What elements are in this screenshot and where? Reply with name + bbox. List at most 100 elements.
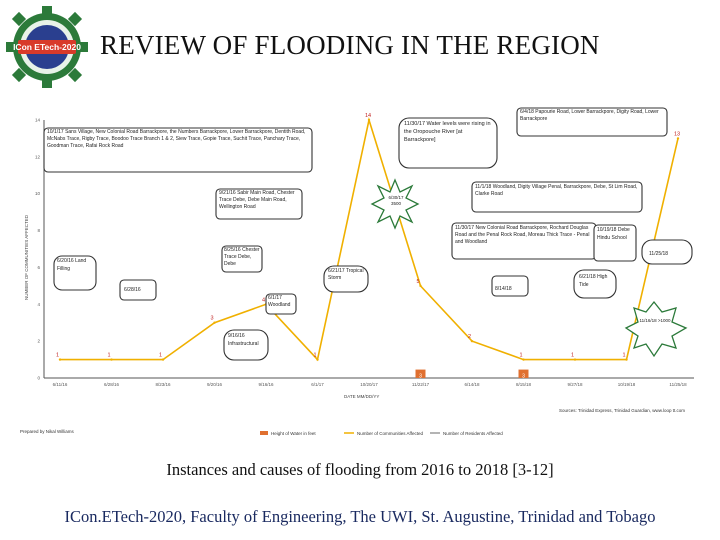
x-tick-label: 6/11/16 [53,382,68,387]
data-point [625,358,628,361]
x-tick-label: 9/16/16 [258,382,274,387]
callout-16-text: 11/25/18 [649,251,668,257]
data-point [316,358,319,361]
data-point [110,358,113,361]
data-label: 1 [571,353,574,359]
callout-6: 6/1/17 Woodland [265,293,297,315]
x-tick-label: 6/14/18 [464,382,480,387]
x-axis-title: DATE MM/DD/YY [344,394,379,399]
callout-10: 6/30/17 3500 [370,178,420,230]
water-height-bar [415,369,426,378]
x-tick-label: 10/20/17 [360,382,378,387]
y-tick-label: 4 [37,302,40,307]
callout-18: 11/16/18 >1000 [624,300,688,358]
callout-17-text: 6/21/18 High Tide [579,274,608,288]
data-point [419,284,422,288]
y-axis-title: NUMBER OF COMMUNITIES AFFECTED [24,214,29,300]
callout-3-text: 8/25/16 Chester Trace Debe, Debe [224,247,260,267]
x-tick-label: 11/22/17 [412,382,430,387]
data-label: 1 [520,353,523,359]
slide-title: REVIEW OF FLOODING IN THE REGION [100,30,600,60]
callout-9: 11/30/17 Water levels were rising in the… [398,117,498,169]
callout-11-text: 6/4/18 Papourie Road, Lower Barrackpore,… [520,109,659,122]
callout-5-text: 6/20/16 Land Filling [57,258,87,272]
callout-15: 10/19/18 Debe Hindu School [593,224,637,262]
callout-2: 9/21/16 Sabir Main Road, Chester Trace D… [215,188,303,220]
data-point [522,358,525,361]
y-tick-label: 0 [37,376,40,381]
data-point [676,137,680,140]
callout-4-text: 6/28/16 [124,287,141,293]
data-label: 3 [211,316,214,322]
callout-8: 6/21/17 Tropical Storm [323,265,369,293]
legend-label-2: Number of Residents Affected [443,431,503,436]
callout-1: 10/1/17 Sans Village, New Colonial Road … [43,127,313,173]
x-tick-label: 9/20/16 [207,382,223,387]
callout-7-text: 9/16/16 Infrastructural [228,333,259,347]
callout-9-text: 11/30/17 Water levels were rising in the… [404,121,491,143]
data-label: 1 [314,353,317,359]
data-label: 1 [108,353,111,359]
x-tick-label: 11/25/18 [669,382,687,387]
x-tick-label: 10/19/18 [618,382,636,387]
x-tick-label: 6/28/16 [104,382,120,387]
callout-11: 6/4/18 Papourie Road, Lower Barrackpore,… [516,107,668,137]
legend-swatch-0 [260,431,268,435]
callout-7: 9/16/16 Infrastructural [223,329,269,361]
data-label: 1 [159,353,162,359]
y-tick-label: 2 [37,339,40,344]
data-label: 4 [262,297,265,303]
callout-12-text: 11/1/18 Woodland, Digity Village Penal, … [475,184,638,197]
x-tick-label: 8/15/18 [516,382,532,387]
chart-credit: Prepared by Nikal Williams [20,429,75,434]
y-tick-label: 12 [35,154,41,159]
callout-17: 6/21/18 High Tide [573,269,617,299]
chart-source: Sources: Trinidad Express, Trinidad Guar… [559,408,685,413]
data-label: 5 [417,279,420,285]
callout-14-text: 8/14/18 [495,286,512,292]
callout-10-text: 6/30/17 3500 [388,195,404,207]
data-label: 2 [468,334,471,340]
flooding-chart: NUMBER OF COMMUNITIES AFFECTED DATE MM/D… [14,100,706,445]
data-label: 13 [674,131,680,137]
callout-4: 6/28/16 [119,279,157,301]
callout-16: 11/25/18 [641,239,693,265]
callout-13: 11/30/17 New Colonial Road Barrackpore, … [451,222,597,260]
callout-5: 6/20/16 Land Filling [53,255,97,291]
callout-18-text: 11/16/18 >1000 [639,318,671,323]
conference-footer: ICon.ETech-2020, Faculty of Engineering,… [64,507,656,526]
data-point [161,358,165,361]
legend-label-1: Number of Communities Affected [357,431,423,436]
callout-1-text: 10/1/17 Sans Village, New Colonial Road … [47,129,306,149]
data-point [58,358,62,361]
x-tick-label: 6/1/17 [311,382,324,387]
callout-12: 11/1/18 Woodland, Digity Village Penal, … [471,181,643,213]
conference-logo: ICon ETech-2020 [6,6,88,88]
data-point [470,339,474,343]
callout-13-text: 11/30/17 New Colonial Road Barrackpore, … [455,225,590,245]
water-height-bar [518,369,529,378]
chart-legend: Height of Water in feet Number of Commun… [260,431,503,436]
callout-15-text: 10/19/18 Debe Hindu School [597,227,630,241]
y-tick-label: 8 [37,228,40,233]
callout-14: 8/14/18 [491,275,529,297]
data-point [367,118,371,122]
callout-6-text: 6/1/17 Woodland [268,295,291,308]
x-tick-label: 9/27/18 [567,382,583,387]
x-tick-label: 8/23/16 [155,382,171,387]
bar-label: 3 [522,374,525,380]
data-label: 1 [56,353,59,359]
data-point [573,358,577,361]
y-tick-label: 14 [35,118,41,123]
figure-caption: Instances and causes of flooding from 20… [166,460,554,479]
callout-2-text: 9/21/16 Sabir Main Road, Chester Trace D… [219,190,295,210]
callout-8-text: 6/21/17 Tropical Storm [328,268,364,281]
y-tick-label: 10 [35,191,41,196]
bar-label: 3 [419,374,422,380]
y-tick-label: 6 [37,265,40,270]
legend-label-0: Height of Water in feet [271,431,316,436]
callout-3: 8/25/16 Chester Trace Debe, Debe [221,245,263,273]
data-label: 1 [623,353,626,359]
data-label: 14 [365,113,371,119]
logo-text: ICon ETech-2020 [13,42,81,52]
